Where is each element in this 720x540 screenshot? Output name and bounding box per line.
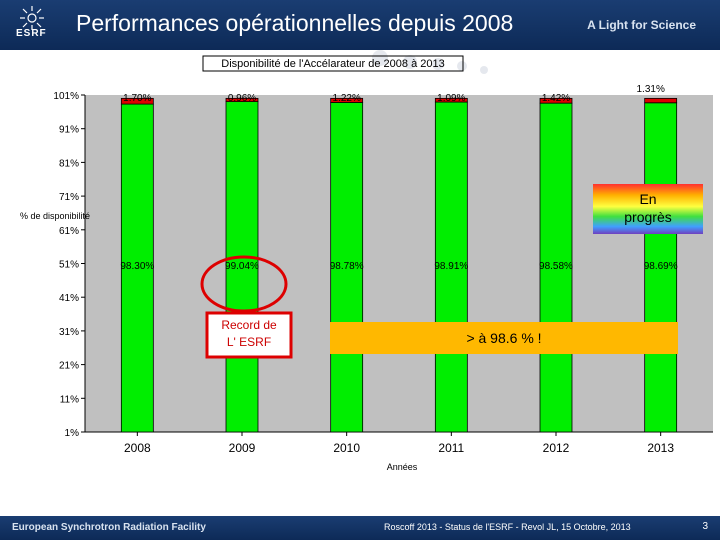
above-callout-text: > à 98.6 % ! [466,330,541,346]
y-tick-label: 31% [59,327,79,338]
slide-footer: European Synchrotron Radiation Facility … [0,516,720,540]
record-highlight-ellipse [200,255,288,313]
bar-downtime-2010 [330,97,364,103]
footer-credit: Roscoff 2013 - Status de l'ESRF - Revol … [384,522,631,532]
data-label-downtime-2009: 0.96% [228,93,256,104]
bar-availability-2013 [644,102,678,433]
data-label-availability-2012: 98.58% [539,261,573,272]
chart-title-box [202,55,464,72]
x-tick-label-2008: 2008 [124,441,151,455]
bar-availability-2010 [330,102,364,433]
data-label-downtime-2012: 1.42% [542,93,570,104]
progress-line1: En [639,191,656,207]
data-label-availability-2010: 98.78% [330,261,364,272]
x-tick-label-2010: 2010 [333,441,360,455]
record-callout-line2: L' ESRF [227,335,271,349]
slide-header: ESRF Performances opérationnelles depuis… [0,0,720,50]
y-tick-label: 61% [59,226,79,237]
y-axis-label: % de disponibilité [20,211,90,221]
data-label-availability-2009: 99.04% [225,261,259,272]
esrf-logo-text: ESRF [16,28,47,39]
data-label-availability-2011: 98.91% [434,261,468,272]
bar-downtime-2013 [644,97,678,104]
y-tick-label: 11% [60,394,79,405]
y-tick-label: 1% [65,428,80,439]
progress-badge [593,184,703,234]
record-callout-box [205,311,293,359]
progress-line2: progrès [624,209,671,225]
bar-availability-2009 [225,101,259,433]
bar-downtime-2012 [539,97,573,104]
data-label-downtime-2010: 1.22% [332,93,360,104]
page-title: Performances opérationnelles depuis 2008 [76,10,514,36]
bar-downtime-2008 [120,97,154,105]
watermark [372,50,488,74]
data-label-downtime-2008: 1.70% [123,93,151,104]
y-tick-label: 71% [59,192,79,203]
x-tick-label-2009: 2009 [229,441,256,455]
x-tick-label-2011: 2011 [438,441,464,455]
data-label-availability-2008: 98.30% [120,261,154,272]
data-label-availability-2013: 98.69% [644,261,678,272]
y-tick-label: 101% [53,91,79,102]
tagline: A Light for Science [587,18,696,32]
data-label-downtime-2011: 1.09% [437,93,465,104]
y-tick-label: 51% [59,260,79,271]
plot-area [85,95,713,432]
esrf-logo-icon [20,6,44,30]
x-tick-label-2012: 2012 [543,441,570,455]
bar-availability-2011 [434,101,468,433]
data-label-downtime-2013: 1.31% [636,84,664,95]
record-callout-line1: Record de [221,318,277,332]
x-tick-label-2013: 2013 [647,441,674,455]
y-tick-label: 81% [59,158,79,169]
availability-chart: Disponibilité de l'Accélarateur de 2008 … [20,50,713,472]
chart-title: Disponibilité de l'Accélarateur de 2008 … [221,58,444,70]
above-callout-box [330,322,678,354]
y-tick-label: 41% [59,293,79,304]
y-tick-label: 21% [59,361,79,372]
bar-downtime-2009 [225,97,259,103]
page-number: 3 [702,521,708,532]
bar-downtime-2011 [434,97,468,103]
footer-institution: European Synchrotron Radiation Facility [12,522,206,533]
bar-availability-2008 [120,103,154,433]
x-axis-label: Années [387,462,418,472]
y-tick-label: 91% [59,125,79,136]
